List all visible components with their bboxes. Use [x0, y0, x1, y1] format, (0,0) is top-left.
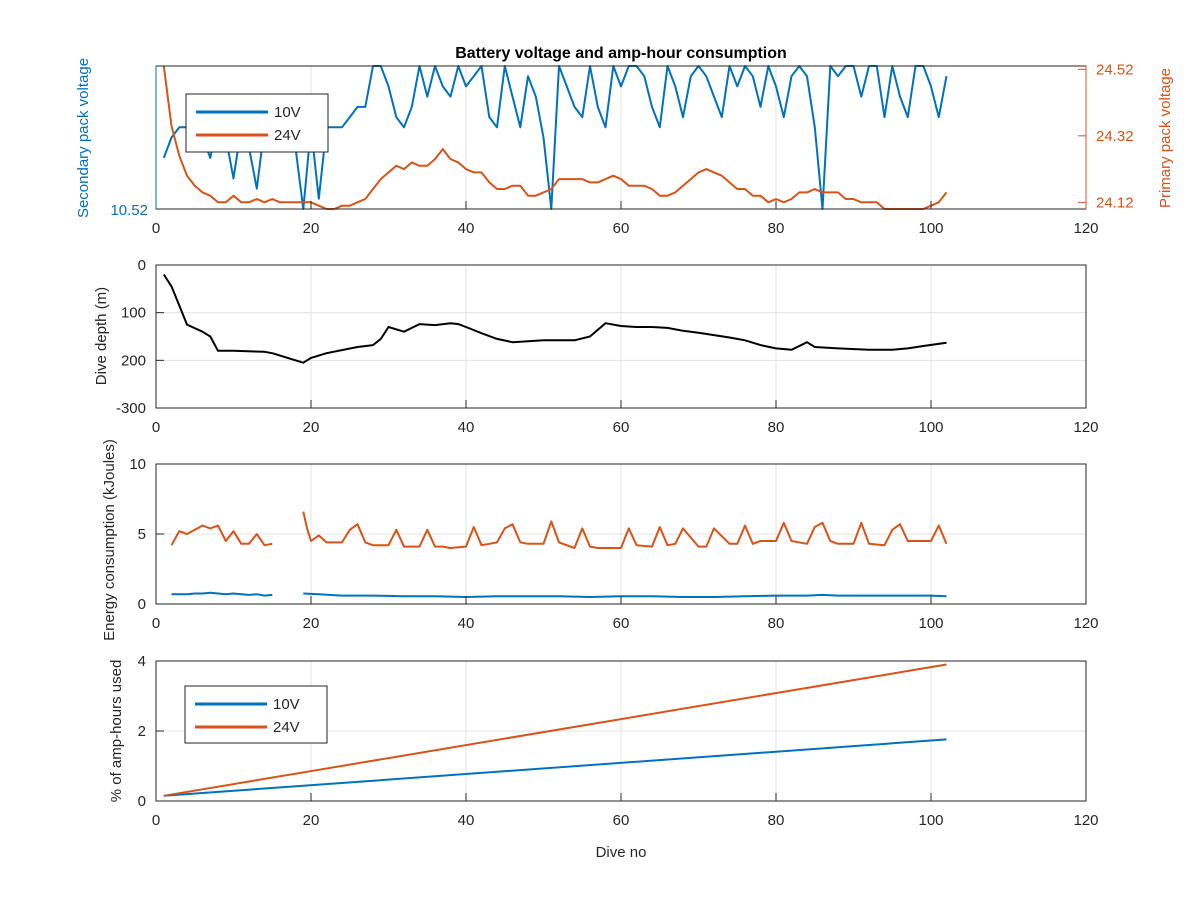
- panel2-grid: [156, 265, 1086, 408]
- x-tick-label: 100: [918, 615, 943, 632]
- x-tick-label: 120: [1073, 419, 1098, 436]
- x-tick-label: 80: [768, 615, 785, 632]
- x-tick-label: 40: [458, 615, 475, 632]
- panel-amphours: 0 20 40 60 80 100 120 024 % of amp-hours used …: [108, 653, 1099, 861]
- legend-top: 10V 24V: [185, 93, 329, 153]
- x-tick-label: 80: [768, 812, 785, 829]
- x-tick-label: 60: [613, 220, 630, 237]
- x-tick-label: 20: [303, 615, 320, 632]
- panel4-xticks: 0 20 40 60 80 100 120: [152, 793, 1099, 829]
- panel-energy: 0 20 40 60 80 100 120 0 5 10 Energy consumption …: [101, 439, 1099, 641]
- panel1-xticks: 0 20 40 60 80 100 120: [152, 201, 1099, 237]
- y-tick-label: 0: [138, 596, 146, 613]
- panel4-yticks: 0 2 4: [138, 653, 164, 810]
- y-tick-label-left: 10.52: [110, 202, 148, 219]
- x-tick-label: 120: [1073, 812, 1098, 829]
- x-tick-label: 120: [1073, 615, 1098, 632]
- legend-bottom: 10V 24V: [184, 685, 328, 744]
- panel4-lines: [163, 663, 947, 797]
- y-tick-label: 100: [121, 305, 146, 322]
- x-tick-label: 40: [458, 812, 475, 829]
- x-tick-label: 120: [1073, 220, 1098, 237]
- legend-box: [185, 93, 329, 153]
- panel2-xticks: 0 20 40 60 80 100 120: [152, 400, 1099, 436]
- x-tick-label: 100: [918, 419, 943, 436]
- panel1-right-ticks: 24.52 24.32 24.12: [1078, 61, 1134, 211]
- x-tick-label: 0: [152, 615, 160, 632]
- x-tick-label: 20: [303, 220, 320, 237]
- y-tick-label: -300: [116, 400, 146, 417]
- y-axis-label-secondary: Secondary pack voltage: [75, 58, 92, 218]
- x-tick-label: 40: [458, 419, 475, 436]
- legend-label-10v: 10V: [274, 104, 301, 121]
- y-tick-label: 200: [121, 352, 146, 369]
- series-depth-line: [162, 273, 947, 364]
- panel2-lines: [162, 273, 947, 364]
- series-10v-line: [171, 591, 273, 597]
- x-tick-label: 20: [303, 812, 320, 829]
- y-tick-label-right: 24.52: [1096, 61, 1134, 78]
- x-tick-label: 60: [613, 812, 630, 829]
- series-24v-line: [170, 524, 273, 547]
- panel3-lines: [170, 511, 948, 598]
- x-tick-label: 0: [152, 419, 160, 436]
- panel2-yticks: 0 100 200 -300: [116, 257, 164, 417]
- y-tick-label-right: 24.32: [1096, 128, 1134, 145]
- y-tick-label: 0: [138, 257, 146, 274]
- panel3-xticks: 0 20 40 60 80 100 120: [152, 596, 1099, 632]
- series-24v-line: [302, 511, 948, 549]
- legend-box: [184, 685, 328, 744]
- x-tick-label: 40: [458, 220, 475, 237]
- panel-voltage: Battery voltage and amp-hour consumption…: [75, 45, 1174, 237]
- panel1-left-ticks: 10.52: [110, 66, 157, 219]
- x-tick-label: 80: [768, 220, 785, 237]
- series-24v-line: [163, 663, 947, 797]
- legend-label-24v: 24V: [274, 127, 301, 144]
- y-axis-label-primary: Primary pack voltage: [1157, 68, 1174, 208]
- legend-label-10v: 10V: [273, 696, 300, 713]
- y-tick-label-right: 24.12: [1096, 194, 1134, 211]
- panel3-yticks: 0 5 10: [129, 456, 164, 613]
- x-tick-label: 100: [918, 812, 943, 829]
- y-axis-label-energy: Energy consumption (kJoules): [101, 439, 118, 641]
- legend-label-24v: 24V: [273, 719, 300, 736]
- panel-depth: 0 20 40 60 80 100 120 0 100 200 -300 Dive depth (…: [93, 257, 1099, 436]
- x-tick-label: 60: [613, 419, 630, 436]
- x-axis-label: Dive no: [596, 844, 647, 861]
- x-tick-label: 60: [613, 615, 630, 632]
- series-10v-line: [163, 738, 947, 797]
- panel1-grid: [310, 66, 932, 209]
- panel3-grid: [156, 464, 1086, 604]
- x-tick-label: 0: [152, 812, 160, 829]
- y-tick-label: 4: [138, 653, 146, 670]
- y-axis-label-amphours: % of amp-hours used: [108, 660, 125, 803]
- y-tick-label: 10: [129, 456, 146, 473]
- y-tick-label: 2: [138, 723, 146, 740]
- x-tick-label: 80: [768, 419, 785, 436]
- y-axis-label-depth: Dive depth (m): [93, 287, 110, 385]
- y-tick-label: 5: [138, 526, 146, 543]
- series-24v-line: [162, 65, 948, 210]
- series-10v-line: [303, 592, 947, 598]
- x-tick-label: 100: [918, 220, 943, 237]
- y-tick-label: 0: [138, 793, 146, 810]
- x-tick-label: 20: [303, 419, 320, 436]
- chart-title: Battery voltage and amp-hour consumption: [455, 45, 787, 62]
- x-tick-label: 0: [152, 220, 160, 237]
